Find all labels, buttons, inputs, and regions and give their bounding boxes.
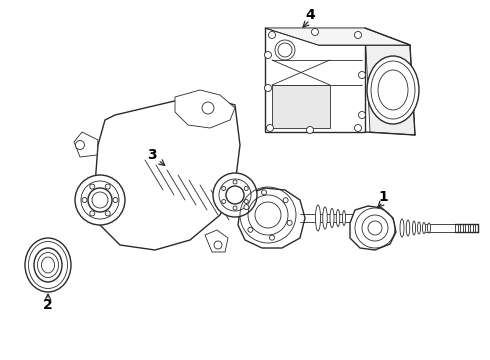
Ellipse shape	[42, 257, 54, 273]
Circle shape	[283, 198, 288, 203]
Ellipse shape	[34, 248, 62, 282]
Polygon shape	[265, 28, 365, 132]
Ellipse shape	[316, 205, 320, 231]
Circle shape	[75, 140, 84, 149]
Circle shape	[354, 32, 362, 39]
Ellipse shape	[336, 210, 340, 226]
Ellipse shape	[367, 56, 419, 124]
Circle shape	[90, 211, 95, 216]
Circle shape	[75, 175, 125, 225]
Circle shape	[359, 72, 366, 78]
Circle shape	[105, 211, 110, 216]
Ellipse shape	[406, 220, 410, 236]
Text: 3: 3	[147, 148, 157, 162]
Text: 2: 2	[43, 298, 53, 312]
Polygon shape	[265, 28, 410, 45]
Circle shape	[265, 51, 271, 59]
Circle shape	[359, 112, 366, 118]
Circle shape	[312, 28, 318, 36]
Circle shape	[244, 204, 249, 210]
Circle shape	[269, 32, 275, 39]
Circle shape	[233, 206, 237, 210]
Ellipse shape	[427, 223, 431, 233]
Text: 4: 4	[305, 8, 315, 22]
Circle shape	[202, 102, 214, 114]
Ellipse shape	[330, 208, 334, 228]
Circle shape	[244, 199, 248, 203]
Circle shape	[255, 202, 281, 228]
Polygon shape	[365, 28, 415, 135]
Circle shape	[267, 125, 273, 131]
Polygon shape	[74, 132, 98, 157]
Polygon shape	[350, 206, 396, 250]
Circle shape	[368, 221, 382, 235]
Circle shape	[222, 199, 226, 203]
Circle shape	[105, 184, 110, 189]
Circle shape	[248, 227, 253, 232]
Ellipse shape	[417, 222, 420, 234]
Circle shape	[226, 186, 244, 204]
Circle shape	[233, 180, 237, 184]
Polygon shape	[205, 230, 228, 252]
Circle shape	[113, 198, 118, 202]
Circle shape	[307, 126, 314, 134]
Ellipse shape	[422, 222, 425, 234]
Polygon shape	[272, 85, 330, 128]
Circle shape	[275, 40, 295, 60]
Ellipse shape	[343, 211, 345, 225]
Circle shape	[270, 235, 274, 240]
Circle shape	[90, 184, 95, 189]
Circle shape	[82, 198, 87, 202]
Circle shape	[287, 220, 292, 225]
Circle shape	[262, 190, 267, 195]
Circle shape	[222, 186, 226, 190]
Polygon shape	[175, 90, 235, 128]
Circle shape	[244, 186, 248, 190]
Circle shape	[354, 125, 362, 131]
Ellipse shape	[323, 207, 327, 229]
Circle shape	[213, 173, 257, 217]
Text: 1: 1	[378, 190, 388, 204]
Ellipse shape	[400, 219, 404, 237]
Polygon shape	[238, 188, 305, 248]
Ellipse shape	[413, 221, 416, 235]
Circle shape	[265, 85, 271, 91]
Circle shape	[214, 241, 222, 249]
Circle shape	[88, 188, 112, 212]
Polygon shape	[95, 95, 240, 250]
Ellipse shape	[25, 238, 71, 292]
